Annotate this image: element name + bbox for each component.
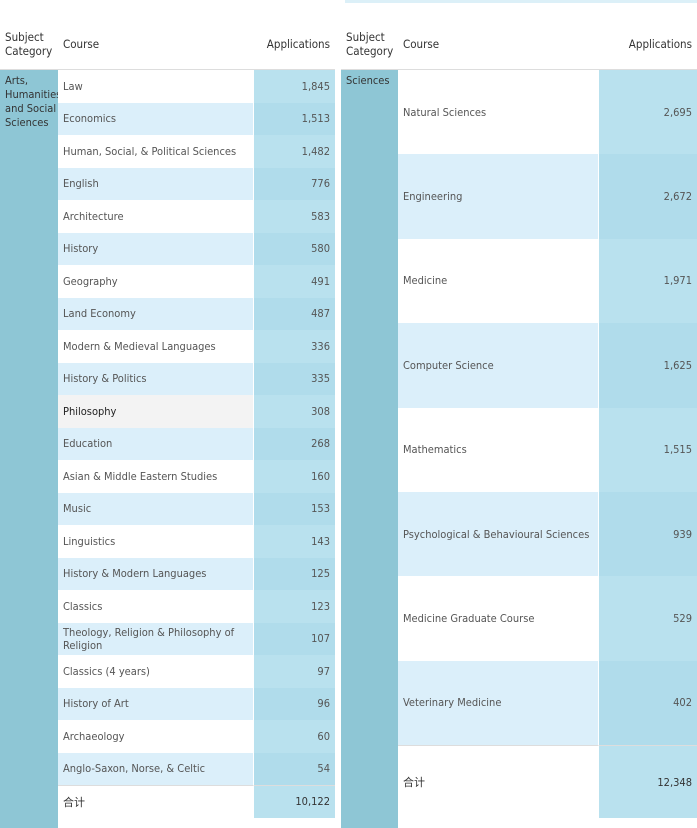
applications: 125 [253,557,335,590]
course-name: Archaeology [58,720,253,753]
course-name: Asian & Middle Eastern Studies [58,460,253,493]
course-name: Human, Social, & Political Sciences [58,135,253,168]
total-label: 合计 [58,785,253,818]
course-name: Medicine Graduate Course [398,576,598,661]
column-header: Subject Category [0,18,58,70]
applications: 2,672 [598,154,697,239]
applications: 160 [253,460,335,493]
total-value: 12,348 [598,745,697,819]
course-name: Philosophy [58,395,253,428]
applications: 1,482 [253,135,335,168]
applications: 1,513 [253,102,335,135]
applications: 153 [253,492,335,525]
course-name: Engineering [398,154,598,239]
course-name: Medicine [398,238,598,324]
applications: 776 [253,167,335,200]
course-name: Classics (4 years) [58,655,253,688]
applications: 143 [253,525,335,558]
course-name: History [58,232,253,265]
applications: 335 [253,362,335,395]
column-header: Subject Category [341,18,398,70]
applications: 1,515 [598,407,697,492]
applications: 60 [253,720,335,753]
course-name: Modern & Medieval Languages [58,330,253,363]
applications: 123 [253,590,335,623]
applications: 529 [598,576,697,661]
course-name: History & Politics [58,362,253,395]
course-name: Natural Sciences [398,70,598,155]
subject-category: Arts, Humanities and Social Sciences [0,70,58,828]
applications: 54 [253,752,335,785]
course-name: History of Art [58,687,253,720]
course-name: Geography [58,265,253,298]
applications: 96 [253,687,335,720]
course-name: Psychological & Behavioural Sciences [398,492,598,577]
course-name: Mathematics [398,407,598,492]
total-label: 合计 [398,745,598,819]
applications: 107 [253,622,335,655]
course-name: History & Modern Languages [58,557,253,590]
course-name: Theology, Religion & Philosophy of Relig… [58,622,253,655]
course-name: English [58,167,253,200]
applications: 491 [253,265,335,298]
course-name: Architecture [58,200,253,233]
applications: 308 [253,395,335,428]
applications: 268 [253,427,335,460]
course-name: Education [58,427,253,460]
course-name: Anglo-Saxon, Norse, & Celtic [58,752,253,785]
column-header: Applications [598,18,697,70]
course-name: Veterinary Medicine [398,660,598,746]
applications: 487 [253,297,335,330]
applications: 1,845 [253,70,335,103]
applications: 939 [598,492,697,577]
column-header: Course [58,18,253,70]
column-header: Applications [253,18,335,70]
subject-category: Sciences [341,70,398,828]
applications: 1,971 [598,238,697,324]
course-name: Music [58,492,253,525]
applications: 2,695 [598,70,697,155]
applications: 583 [253,200,335,233]
course-name: Land Economy [58,297,253,330]
applications: 1,625 [598,323,697,408]
applications: 580 [253,232,335,265]
applications: 402 [598,660,697,746]
applications: 336 [253,330,335,363]
total-value: 10,122 [253,785,335,818]
course-name: Law [58,70,253,103]
course-name: Linguistics [58,525,253,558]
course-name: Classics [58,590,253,623]
course-name: Computer Science [398,323,598,408]
top-border [345,0,697,3]
column-header: Course [398,18,598,70]
applications: 97 [253,655,335,688]
course-name: Economics [58,102,253,135]
